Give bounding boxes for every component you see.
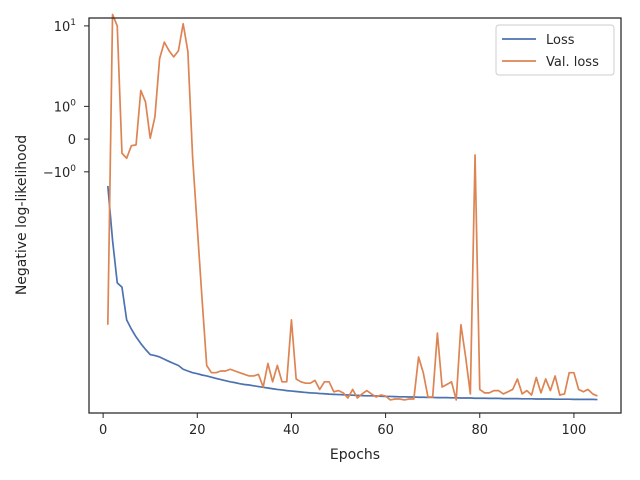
x-tick-label: 100 (562, 423, 587, 438)
plot-frame (88, 17, 622, 414)
y-tick-label: 101 (54, 18, 76, 35)
y-tick-label: −100 (43, 164, 76, 181)
plot-lines (106, 13, 598, 401)
y-tick-label: 100 (54, 98, 77, 115)
x-tick-label: 40 (283, 423, 300, 438)
series-line-loss (106, 185, 598, 401)
legend-label-loss: Loss (546, 33, 575, 48)
x-tick-label: 60 (377, 423, 394, 438)
x-tick-label: 20 (189, 423, 206, 438)
y-tick-label: 0 (68, 133, 76, 148)
series-line-val-loss (106, 13, 598, 401)
legend: Loss Val. loss (495, 24, 615, 76)
x-tick-label: 0 (99, 423, 107, 438)
y-axis-label: Negative log-likelihood (14, 135, 30, 295)
legend-label-val-loss: Val. loss (546, 55, 599, 70)
legend-box (495, 24, 615, 76)
x-axis-label: Epochs (330, 447, 380, 463)
ticks: 0 20 40 60 80 100 101 100 0 −100 (43, 18, 587, 438)
x-tick-label: 80 (471, 423, 488, 438)
